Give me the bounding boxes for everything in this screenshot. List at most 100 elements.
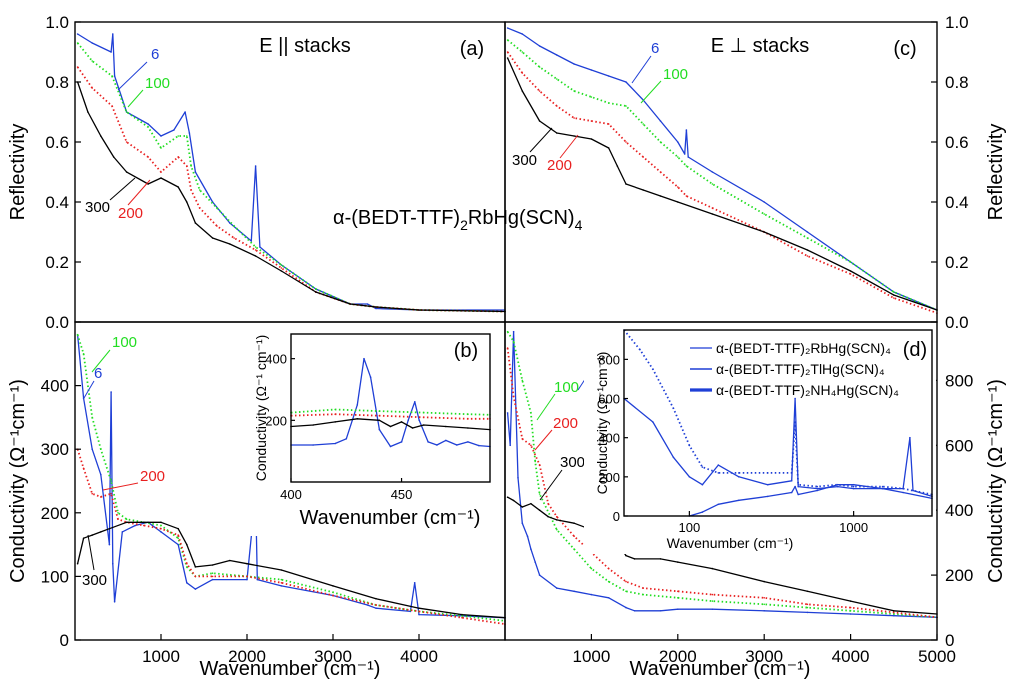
data-point-a-bottom-3-4 [108,527,111,530]
legend-label-d-2: α-(BEDT-TTF)₂NH₄Hg(SCN)₄ [716,382,899,398]
center-title: α-(BEDT-TTF)2RbHg(SCN)4 [333,207,583,233]
data-point-a-2-5 [160,171,162,173]
data-point-c-bottom-1-4 [534,460,536,463]
data-point-d-0-8 [790,480,793,482]
data-point-c-1-10 [677,156,679,158]
callout-cb-100 [536,393,556,421]
data-point-a-0-20 [366,303,369,305]
data-point-c-bottom-1-0 [506,330,509,333]
data-point-c-3-12 [711,213,714,215]
data-point-b-3-1 [312,424,314,426]
data-point-d-0-7 [766,483,769,486]
data-point-a-bottom-3-18 [461,613,463,616]
data-point-a-2-2 [111,105,113,107]
data-point-a-2-7 [186,165,188,167]
y-tick-label-d: 600 [598,392,620,407]
data-point-c-2-10 [677,186,679,188]
callout-c-6 [631,55,652,84]
temp-label-cb-300: 300 [560,454,585,471]
data-point-a-bottom-3-9 [186,543,188,546]
data-point-c-bottom-2-3 [530,444,532,447]
data-point-c-1-6 [607,102,610,104]
data-point-c-3-2 [538,120,541,122]
data-point-c-bottom-0-11 [590,593,593,596]
data-point-a-1-4 [147,126,149,128]
data-point-a-3-17 [418,309,420,311]
callout-a-100 [127,89,144,108]
data-point-b-0-8 [389,445,392,448]
data-point-c-1-0 [506,39,509,41]
data-point-a-bottom-2-8 [160,527,162,530]
x-axis-label-d: Wavenumber (cm⁻¹) [667,535,794,551]
data-point-c-bottom-3-0 [506,496,509,499]
data-point-c-3-8 [625,183,627,185]
data-point-a-0-8 [173,129,175,131]
data-point-c-2-8 [642,156,644,158]
data-point-b-1-1 [334,408,337,411]
data-point-c-bottom-1-11 [642,593,644,596]
data-point-c-bottom-0-9 [556,587,558,589]
data-point-c-bottom-0-20 [849,613,852,615]
x-tick-label-ab: 1000 [142,647,180,666]
data-point-a-1-8 [190,165,192,167]
data-point-b-0-11 [414,401,416,403]
series-line-a-0 [77,33,505,311]
data-point-c-2-11 [685,195,688,197]
data-point-a-1-13 [280,264,283,266]
data-point-a-bottom-2-2 [91,492,93,495]
y-tick-label-a: 0.6 [45,133,69,152]
data-point-c-bottom-1-12 [677,597,679,599]
data-point-a-bottom-2-17 [418,610,420,613]
data-point-a-2-4 [147,156,149,158]
data-point-c-2-4 [573,117,575,119]
data-point-c-3-11 [677,201,679,203]
data-point-c-bottom-0-19 [806,611,809,614]
data-point-a-1-6 [177,135,179,137]
data-point-b-0-17 [467,441,469,443]
data-point-c-bottom-2-14 [763,597,765,599]
y-tick-label-c: 1.0 [945,13,969,32]
data-point-a-0-13 [229,222,231,224]
data-point-d-0-5 [717,464,720,466]
legend-label-d-0: α-(BEDT-TTF)₂RbHg(SCN)₄ [716,340,891,356]
data-point-d-0-13 [852,487,855,490]
data-point-a-3-13 [280,270,283,272]
callout-a-6 [117,61,148,91]
data-point-a-bottom-2-15 [332,594,334,597]
data-point-d-2-9 [836,483,839,486]
data-point-d-1-9 [790,472,793,474]
data-point-c-0-10 [677,141,679,143]
y-tick-label-a: 0.2 [45,253,69,272]
data-point-a-3-7 [177,186,179,188]
data-point-c-bottom-3-4 [538,509,541,512]
data-point-c-0-0 [506,27,509,29]
data-point-b-0-9 [400,441,403,443]
data-point-c-1-12 [711,183,714,185]
data-point-c-3-15 [849,270,852,272]
data-point-c-0-9 [659,120,662,122]
data-point-c-bottom-2-7 [573,535,575,537]
data-point-a-bottom-3-2 [91,534,93,536]
data-point-d-1-11 [797,483,799,486]
data-point-a-2-11 [233,237,235,239]
data-point-c-bottom-2-4 [538,464,541,466]
data-point-c-bottom-1-15 [806,606,809,609]
y-tick-label-cb: 400 [945,501,973,520]
callout-cb-300 [539,469,563,501]
data-point-c-3-14 [806,249,809,251]
y-tick-label-c: 0.4 [945,193,969,212]
y-tick-label-b: 200 [265,413,287,428]
data-point-c-bottom-2-1 [512,395,515,398]
panels: 0.0 0.2 0.4 0.6 0.8 1.0 Reflectivity E || stack… [7,13,1007,680]
y-tick-label-d: 0 [613,509,620,524]
data-point-c-3-4 [573,135,575,137]
data-point-d-2-7 [797,493,799,496]
data-point-c-bottom-1-2 [521,379,524,382]
data-point-c-0-15 [763,201,765,203]
callout-ab-200 [102,482,139,491]
data-point-b-0-15 [445,439,447,442]
data-point-d-2-8 [816,489,818,492]
data-point-c-bottom-3-1 [512,499,515,502]
data-point-a-bottom-0-16 [246,578,248,581]
